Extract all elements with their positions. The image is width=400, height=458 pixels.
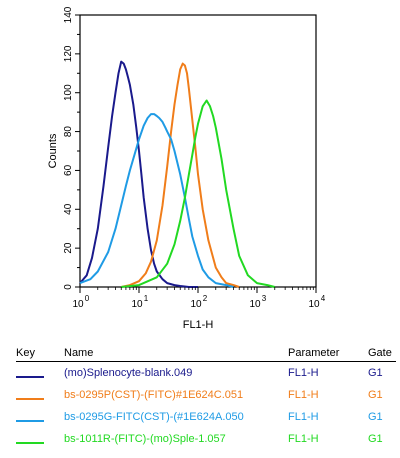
x-axis-label: FL1-H [183, 319, 214, 331]
y-tick-label: 140 [63, 6, 74, 23]
x-tick-label-exponent: 4 [321, 294, 326, 303]
x-tick-label-exponent: 0 [85, 294, 90, 303]
x-tick-label-exponent: 1 [144, 294, 149, 303]
legend-name: bs-0295P(CST)-(FITC)#1E624C.051 [64, 389, 244, 401]
legend-header-divider [16, 361, 396, 362]
legend-gate: G1 [368, 389, 383, 401]
legend-parameter: FL1-H [288, 367, 319, 379]
legend-swatch [16, 376, 44, 378]
x-tick-label-base: 10 [190, 299, 202, 310]
legend-row: bs-0295G-FITC(CST)-(#1E624A.050 FL1-H G1 [0, 408, 400, 428]
x-tick-label-exponent: 3 [262, 294, 267, 303]
legend-row: (mo)Splenocyte-blank.049 FL1-H G1 [0, 364, 400, 384]
legend-gate: G1 [368, 433, 383, 445]
legend-header-gate: Gate [368, 347, 392, 359]
y-axis: 0 20 40 60 80 100 120 140 [63, 6, 80, 290]
series-layer [79, 60, 276, 288]
legend-name: (mo)Splenocyte-blank.049 [64, 367, 193, 379]
legend-row: bs-0295P(CST)-(FITC)#1E624C.051 FL1-H G1 [0, 386, 400, 406]
x-tick-label-base: 10 [308, 299, 320, 310]
legend-header-key: Key [16, 347, 35, 359]
legend-name: bs-1011R-(FITC)-(mo)Sple-1.057 [64, 433, 226, 445]
legend-parameter: FL1-H [288, 389, 319, 401]
y-tick-label: 80 [63, 126, 74, 138]
legend-name: bs-0295G-FITC(CST)-(#1E624A.050 [64, 411, 244, 423]
legend-header-parameter: Parameter [288, 347, 340, 359]
series-line-3 [121, 99, 276, 288]
legend-parameter: FL1-H [288, 433, 319, 445]
x-tick-label-base: 10 [72, 299, 84, 310]
y-tick-label: 20 [63, 242, 74, 254]
x-tick-label-exponent: 2 [203, 294, 208, 303]
legend-swatch [16, 420, 44, 422]
x-tick-label-base: 10 [131, 299, 143, 310]
series-line-0 [79, 60, 198, 288]
legend-gate: G1 [368, 367, 383, 379]
legend-parameter: FL1-H [288, 411, 319, 423]
legend-swatch [16, 442, 44, 444]
x-tick-label-base: 10 [249, 299, 261, 310]
y-tick-label: 0 [63, 284, 74, 290]
plot-frame [79, 14, 317, 288]
series-line-1 [120, 62, 240, 288]
series-line-2 [79, 113, 234, 288]
y-axis-label: Counts [47, 133, 59, 168]
y-tick-label: 100 [63, 84, 74, 101]
legend-gate: G1 [368, 411, 383, 423]
y-tick-label: 40 [63, 203, 74, 215]
legend-header-name: Name [64, 347, 94, 359]
y-tick-label: 120 [63, 45, 74, 62]
legend-swatch [16, 398, 44, 400]
y-tick-label: 60 [63, 164, 74, 176]
legend-row: bs-1011R-(FITC)-(mo)Sple-1.057 FL1-H G1 [0, 430, 400, 450]
